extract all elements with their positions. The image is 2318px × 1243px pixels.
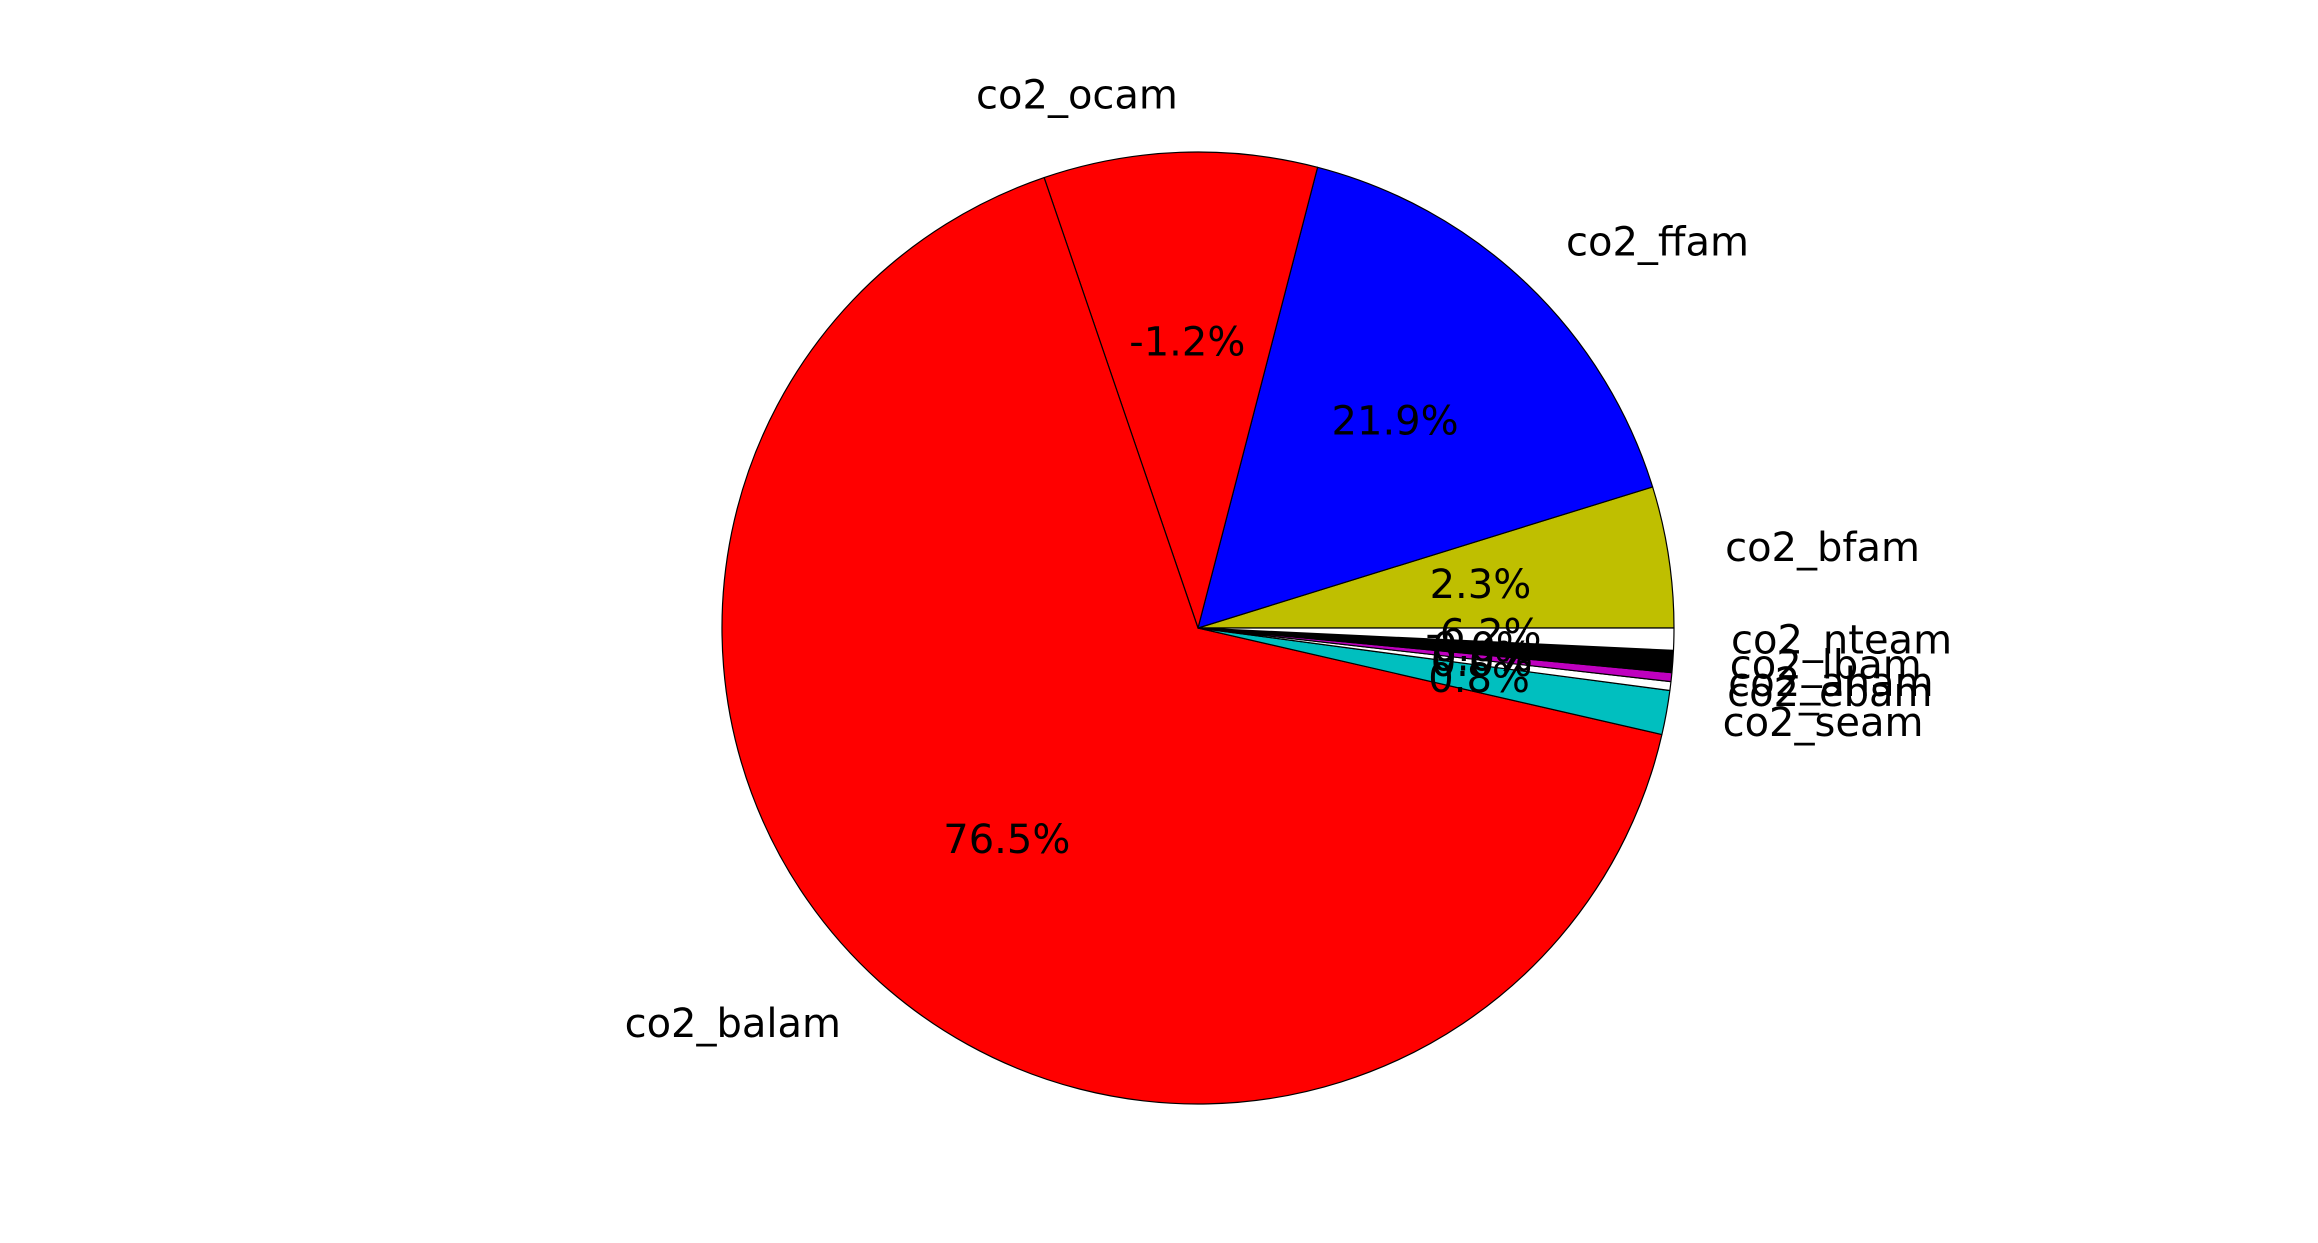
slice-percent-co2-ffam: 21.9% — [1332, 398, 1459, 444]
slice-label-co2-nteam: co2_nteam — [1731, 618, 1952, 664]
slice-percent-co2-nteam: -6.2% — [1425, 612, 1541, 658]
pie-slices — [721, 151, 1675, 1105]
slice-label-co2-ebam: co2_ebam — [1727, 670, 1932, 716]
pie-slice-co2-ocam — [1043, 151, 1319, 629]
pie-percent-labels: 2.3% 21.9% -1.2% 76.5% 0.8%0.0%0.0%0.0%-6.2% — [943, 320, 1541, 863]
slice-label-co2-ffam: co2_ffam — [1566, 219, 1749, 265]
slice-percent-co2-bfam: 2.3% — [1430, 562, 1532, 608]
slice-label-co2-seam: co2_seam — [1723, 700, 1924, 746]
pie-slice-co2-balam — [721, 176, 1663, 1105]
pie-slice-co2-ffam — [1197, 166, 1654, 629]
slice-label-co2-ocam: co2_ocam — [976, 72, 1178, 118]
slice-label-co2-lbam: co2_lbam — [1730, 643, 1922, 689]
pie-labels: co2_bfam co2_ffam co2_ocam co2_balam co2_sea… — [625, 72, 1952, 1047]
slice-percent-co2-lbam: 0.0% — [1432, 625, 1534, 671]
pie-slice-co2-nteam — [1197, 627, 1675, 651]
slice-percent-co2-seam: 0.8% — [1428, 656, 1530, 702]
slice-percent-co2-ebam: 0.0% — [1431, 640, 1533, 686]
slice-percent-co2-aham: 0.0% — [1431, 635, 1533, 681]
slice-percent-co2-balam: 76.5% — [943, 817, 1070, 863]
slice-label-co2-balam: co2_balam — [625, 1001, 841, 1047]
slice-label-co2-bfam: co2_bfam — [1725, 525, 1920, 571]
slice-percent-co2-ocam: -1.2% — [1129, 320, 1245, 366]
slice-label-co2-aham: co2_aham — [1728, 660, 1933, 706]
